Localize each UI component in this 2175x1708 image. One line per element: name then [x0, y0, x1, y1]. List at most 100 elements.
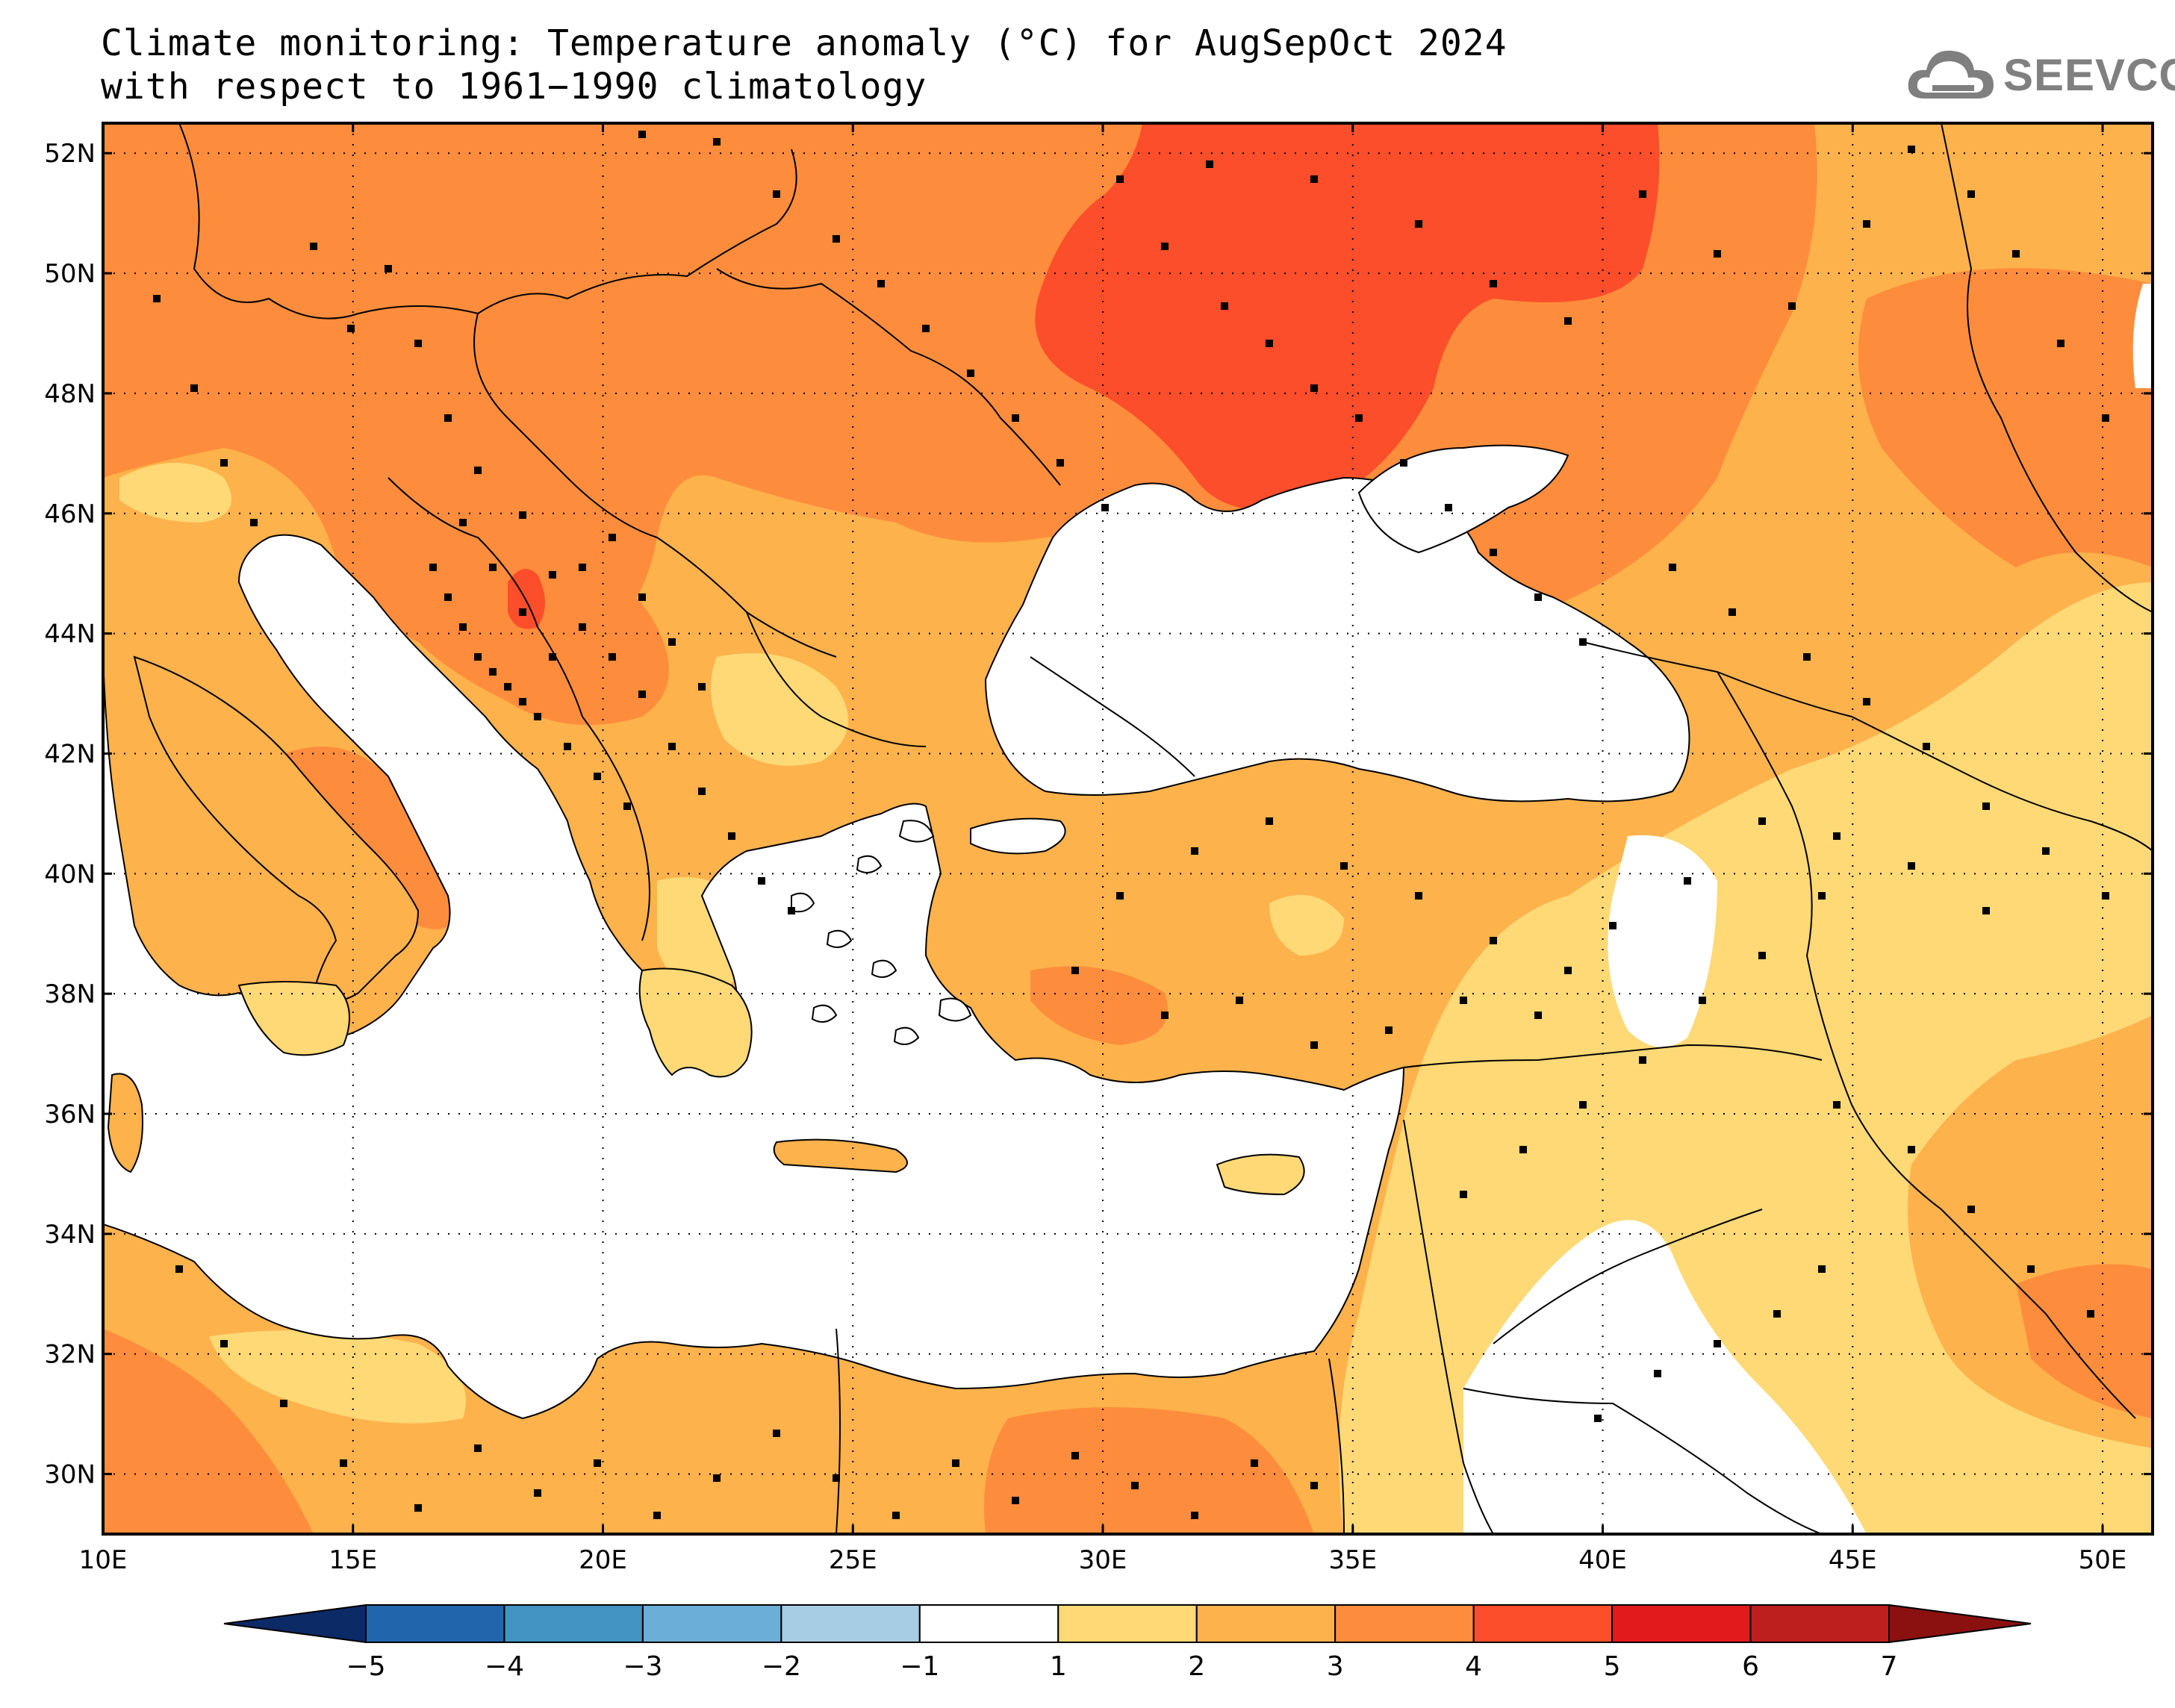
colorbar-tick-label: −2: [762, 1651, 801, 1682]
anomaly-field-below-1-arabia: [1463, 1220, 1867, 1534]
station-marker: [609, 653, 616, 661]
station-marker: [220, 459, 228, 467]
station-marker: [1310, 1482, 1318, 1489]
seevccc-logo: SEEVCCC: [1902, 39, 2175, 113]
station-marker: [594, 1459, 601, 1467]
lon-tick-label: 30E: [1079, 1545, 1127, 1575]
lat-tick-label: 50N: [44, 259, 96, 289]
station-marker: [534, 1489, 541, 1497]
colorbar-tick-label: 3: [1327, 1651, 1344, 1682]
station-marker: [1071, 1452, 1079, 1459]
lon-tick-label: 40E: [1578, 1545, 1627, 1575]
station-marker: [250, 519, 258, 526]
station-marker: [1445, 504, 1452, 511]
station-marker: [429, 564, 437, 571]
station-marker: [347, 325, 355, 332]
station-marker: [1236, 997, 1243, 1004]
station-marker: [385, 265, 392, 272]
colorbar-tick-label: −3: [623, 1651, 662, 1682]
station-marker: [564, 743, 571, 750]
station-marker: [414, 1504, 422, 1512]
anomaly-field-4-5-ukraine: [1035, 123, 1660, 511]
station-marker: [713, 138, 721, 146]
colorbar-upper-extension: [1888, 1603, 2032, 1644]
station-marker: [1579, 638, 1587, 646]
station-marker: [1982, 907, 1990, 914]
lat-tick-label: 42N: [44, 739, 96, 769]
station-marker: [1982, 802, 1990, 810]
station-marker: [1131, 1482, 1139, 1489]
anomaly-field-1-2-bulgaria: [711, 653, 848, 766]
station-marker: [310, 243, 317, 250]
station-marker: [1908, 1146, 1915, 1153]
axis-tick-labels: 10E 15E 20E 25E 30E 35E 40E 45E 50E 52N 50N 48N 46N 4…: [44, 139, 2126, 1575]
station-marker: [1863, 220, 1870, 228]
lat-tick-label: 52N: [44, 139, 96, 169]
station-marker: [833, 235, 840, 243]
anomaly-field-3-4-africa: [103, 1329, 314, 1534]
station-marker: [1221, 302, 1228, 310]
anomaly-field-3-4-iran: [2016, 1264, 2153, 1418]
station-marker: [594, 773, 601, 780]
station-marker: [340, 1459, 347, 1467]
crete-land: [773, 1138, 908, 1174]
station-marker: [638, 593, 646, 601]
station-marker: [698, 683, 706, 691]
station-marker: [952, 1459, 959, 1467]
station-marker: [489, 668, 497, 676]
station-marker: [280, 1400, 287, 1407]
station-marker: [2102, 892, 2109, 900]
colorbar-tick-label: −5: [346, 1651, 385, 1682]
station-marker: [2042, 847, 2050, 855]
station-marker: [414, 340, 422, 347]
station-marker: [474, 1444, 482, 1452]
station-marker: [1415, 892, 1422, 900]
station-marker: [1669, 564, 1676, 571]
station-marker: [2087, 1310, 2094, 1318]
station-marker: [1012, 414, 1019, 422]
colorbar-lower-extension: [223, 1603, 367, 1644]
station-marker: [1818, 1265, 1826, 1273]
station-marker: [1460, 997, 1467, 1004]
station-marker: [1057, 459, 1064, 467]
station-marker: [1564, 967, 1572, 974]
anomaly-field-1-2-anatolia: [1269, 894, 1344, 956]
station-marker: [459, 519, 467, 526]
station-marker: [668, 743, 676, 750]
station-marker: [519, 608, 526, 616]
station-marker: [1967, 1206, 1975, 1213]
station-marker: [1310, 384, 1318, 392]
station-marker: [653, 1512, 661, 1519]
mediterranean-sea: [103, 534, 1405, 1420]
black-sea: [984, 476, 1690, 802]
station-marker: [1908, 862, 1915, 870]
sea-of-azov: [1357, 444, 1569, 554]
anomaly-field-1-2-alps: [119, 463, 231, 523]
colorbar-segment: [1334, 1604, 1475, 1643]
colorbar-tick-label: −1: [900, 1651, 939, 1682]
station-marker: [474, 467, 482, 474]
anomaly-field-3-4-caucasus: [1858, 268, 2153, 567]
station-marker: [1758, 817, 1766, 825]
station-marker: [1490, 280, 1497, 287]
station-marker: [1519, 1146, 1527, 1153]
station-marker: [668, 638, 676, 646]
anomaly-field-below-1-caspian: [2132, 284, 2153, 388]
graticule: [103, 123, 2153, 1534]
station-marker: [1758, 952, 1766, 959]
station-marker: [1833, 832, 1840, 840]
station-marker: [1206, 160, 1213, 168]
colorbar-tick-label: 2: [1188, 1651, 1205, 1682]
station-marker: [190, 384, 198, 392]
station-marker: [1355, 414, 1363, 422]
station-marker: [1101, 504, 1109, 511]
station-marker: [1654, 1370, 1661, 1377]
station-marker: [1788, 302, 1796, 310]
sea-of-marmara: [970, 817, 1066, 855]
lon-tick-label: 10E: [79, 1545, 128, 1575]
lon-tick-label: 45E: [1829, 1545, 1877, 1575]
station-marker: [1490, 549, 1497, 556]
station-marker: [758, 877, 765, 885]
lat-tick-label: 32N: [44, 1340, 96, 1370]
lon-tick-label: 20E: [579, 1545, 627, 1575]
